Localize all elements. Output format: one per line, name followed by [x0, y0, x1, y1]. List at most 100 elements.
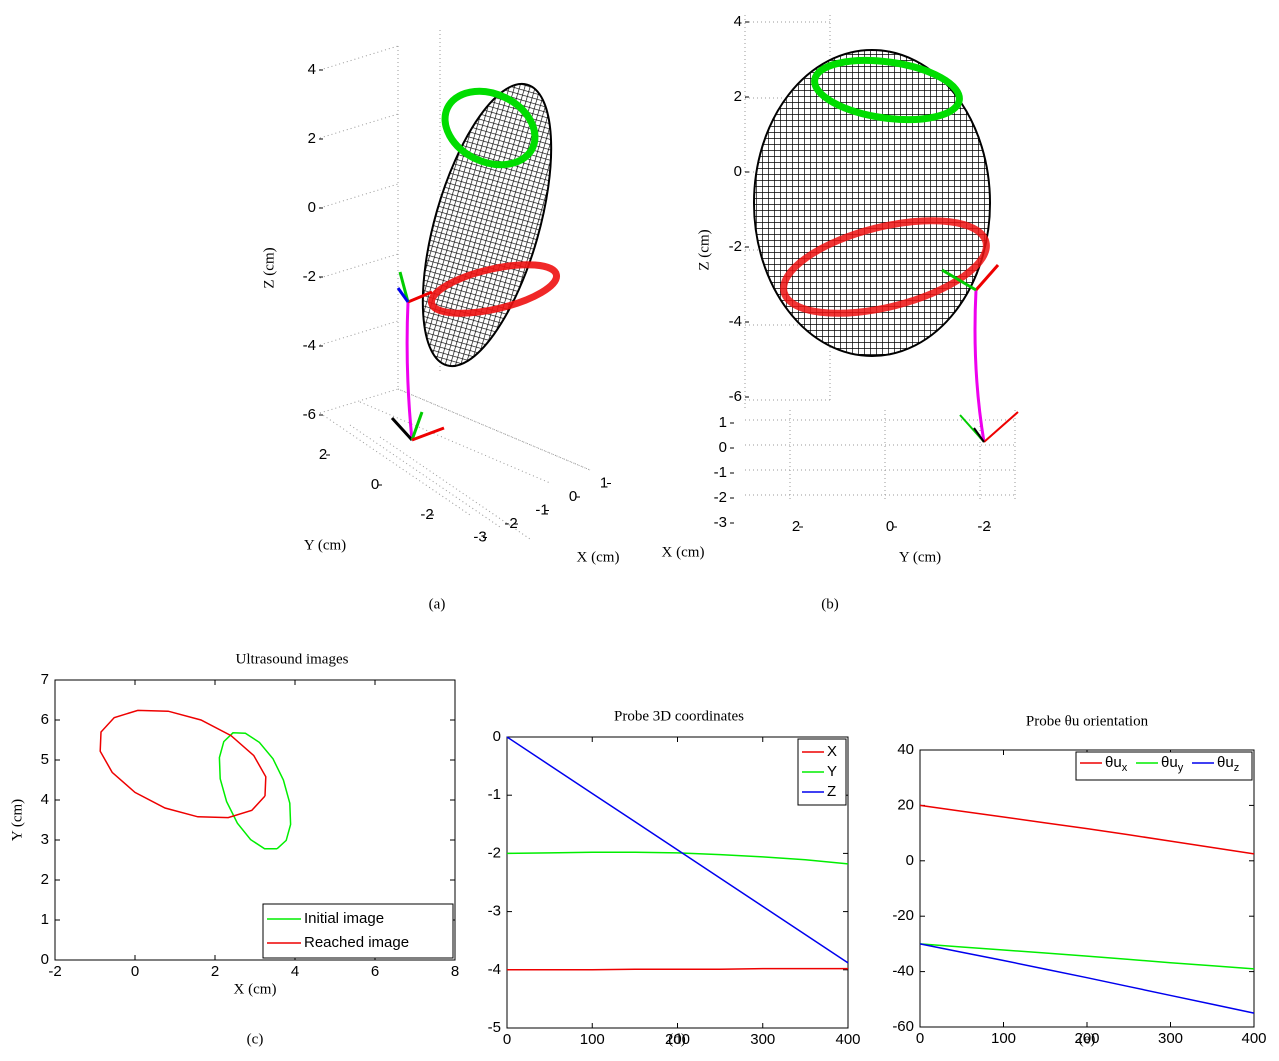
legend-label: Initial image	[304, 910, 384, 927]
z-tick-label: 0	[308, 199, 316, 216]
x-tick-label: 100	[991, 1030, 1016, 1047]
z-tick-label: 0	[734, 163, 742, 180]
plot-area	[506, 736, 849, 1029]
series-line	[218, 732, 292, 850]
x-tick-label: 0	[719, 439, 727, 456]
series-line	[919, 943, 1255, 1014]
x-tick-label: -2	[714, 489, 727, 506]
x-tick-label: 0	[569, 488, 577, 505]
series-line	[506, 851, 849, 865]
z-tick-label: -4	[729, 313, 742, 330]
y-tick-label: -3	[488, 903, 501, 920]
y-tick-label: 4	[41, 791, 49, 808]
legend-box	[262, 903, 454, 959]
caption: (c)	[247, 1031, 264, 1047]
y-tick-label: 40	[897, 741, 914, 758]
chart-title: Ultrasound images	[236, 651, 349, 667]
x-axis-label: X (cm)	[234, 981, 277, 997]
y-tick-label: -2	[420, 506, 433, 523]
legend-box	[1075, 751, 1253, 781]
series-line	[919, 943, 1255, 970]
z-tick-label: 4	[734, 13, 742, 30]
x-tick-label: 6	[371, 963, 379, 980]
y-tick-label: 20	[897, 796, 914, 813]
y-tick-label: -2	[977, 518, 990, 535]
x-tick-label: -1	[535, 501, 548, 518]
legend: XYZ	[797, 738, 847, 806]
x-tick-label: -3	[473, 528, 486, 545]
z-tick-label: 2	[308, 130, 316, 147]
legend-label: Y	[827, 763, 837, 780]
series-line	[919, 804, 1255, 855]
y-tick-label: -1	[488, 786, 501, 803]
y-tick-label: 0	[493, 728, 501, 745]
y-axis-label: Y (cm)	[9, 799, 25, 841]
x-axis-label: X (cm)	[662, 544, 705, 560]
caption: (e)	[1079, 1031, 1096, 1047]
y-tick-label: 5	[41, 751, 49, 768]
series-line	[507, 967, 848, 971]
legend-label: θux	[1105, 754, 1128, 774]
chart-title: Probe 3D coordinates	[614, 708, 744, 724]
x-tick-label: 100	[580, 1031, 605, 1048]
x-tick-label: 8	[451, 963, 459, 980]
x-tick-label: 300	[750, 1031, 775, 1048]
x-tick-label: 2	[211, 963, 219, 980]
legend: Initial image Reached image	[262, 903, 454, 959]
y-tick-label: 2	[319, 446, 327, 463]
z-tick-label: -2	[303, 268, 316, 285]
y-tick-label: 0	[886, 518, 894, 535]
z-tick-label: 4	[308, 61, 316, 78]
legend: θux θuy θuz	[1075, 751, 1253, 781]
panel-b-scene	[744, 15, 1019, 500]
x-tick-label: 200	[665, 1031, 690, 1048]
x-tick-label: 0	[131, 963, 139, 980]
z-tick-label: -6	[729, 388, 742, 405]
z-tick-label: 2	[734, 88, 742, 105]
y-tick-label: -60	[892, 1018, 914, 1035]
chart-title: Probe θu orientation	[1026, 713, 1149, 729]
y-tick-label: 1	[41, 911, 49, 928]
legend-label: X	[827, 743, 837, 760]
y-tick-label: 0	[906, 852, 914, 869]
x-tick-label: 1	[719, 414, 727, 431]
legend-label: Z	[827, 783, 836, 800]
series-line	[99, 709, 267, 819]
x-tick-label: 1	[600, 474, 608, 491]
x-tick-label: -3	[714, 514, 727, 531]
x-tick-label: 300	[1158, 1030, 1183, 1047]
y-tick-label: 2	[41, 871, 49, 888]
y-tick-label: -4	[488, 961, 501, 978]
y-tick-label: 0	[41, 951, 49, 968]
x-tick-label: 0	[916, 1030, 924, 1047]
y-tick-label: 7	[41, 671, 49, 688]
legend-label: θuz	[1217, 754, 1239, 774]
x-tick-label: 0	[503, 1031, 511, 1048]
x-tick-label: -1	[714, 464, 727, 481]
z-tick-label: -4	[303, 337, 316, 354]
caption: (d)	[668, 1031, 686, 1047]
y-tick-label: 3	[41, 831, 49, 848]
series-line	[506, 736, 849, 964]
z-tick-label: -2	[729, 238, 742, 255]
y-tick-label: -20	[892, 907, 914, 924]
x-tick-label: 400	[1241, 1030, 1266, 1047]
legend-label: θuy	[1161, 754, 1184, 774]
plot-area	[919, 749, 1255, 1028]
x-tick-label: -2	[48, 963, 61, 980]
z-axis-label: Z (cm)	[696, 229, 712, 270]
x-tick-label: 4	[291, 963, 299, 980]
y-tick-label: 6	[41, 711, 49, 728]
x-tick-label: 200	[1074, 1030, 1099, 1047]
z-tick-label: -6	[303, 406, 316, 423]
x-tick-label: -2	[504, 515, 517, 532]
x-axis-label: X (cm)	[577, 549, 620, 565]
y-tick-label: -2	[488, 844, 501, 861]
z-axis-label: Z (cm)	[261, 247, 277, 288]
y-tick-label: -40	[892, 963, 914, 980]
y-axis-label: Y (cm)	[899, 549, 941, 565]
x-tick-label: 400	[835, 1031, 860, 1048]
panel-a-scene	[319, 30, 591, 540]
legend-label: Reached image	[304, 934, 409, 951]
